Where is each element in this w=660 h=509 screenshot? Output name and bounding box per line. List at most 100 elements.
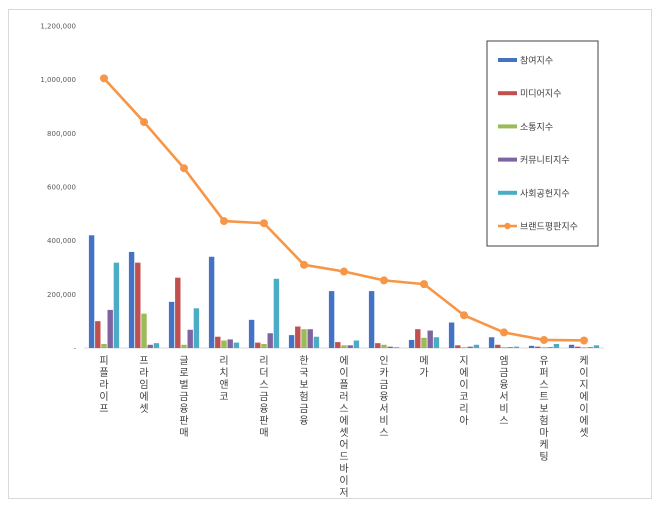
bar-4 bbox=[187, 329, 193, 348]
bar-3 bbox=[461, 347, 467, 348]
bar-1 bbox=[408, 339, 415, 348]
bar-4 bbox=[107, 309, 113, 348]
bar-1 bbox=[528, 345, 535, 348]
bar-2 bbox=[175, 277, 181, 348]
bar-2 bbox=[455, 345, 461, 348]
bar-2 bbox=[255, 342, 261, 348]
bar-5 bbox=[513, 346, 520, 348]
bar-1 bbox=[568, 344, 575, 348]
bar-5 bbox=[593, 345, 600, 348]
bar-2 bbox=[575, 346, 581, 348]
bar-4 bbox=[387, 346, 393, 348]
bar-1 bbox=[288, 335, 295, 348]
bar-4 bbox=[507, 347, 513, 348]
legend-swatch bbox=[498, 58, 517, 62]
bar-5 bbox=[153, 343, 160, 348]
bar-1 bbox=[448, 322, 455, 348]
bar-4 bbox=[227, 339, 233, 348]
y-tick-label: 1,000,000 bbox=[40, 76, 76, 84]
bar-1 bbox=[168, 301, 175, 348]
bar-1 bbox=[328, 291, 335, 348]
bar-1 bbox=[248, 319, 255, 348]
bar-5 bbox=[393, 347, 400, 348]
bar-2 bbox=[295, 326, 301, 348]
bar-4 bbox=[467, 346, 473, 348]
bar-3 bbox=[581, 347, 587, 348]
bar-1 bbox=[208, 256, 215, 348]
bar-3 bbox=[181, 344, 187, 348]
brand-index-point bbox=[140, 118, 148, 127]
bar-2 bbox=[95, 321, 101, 348]
legend-swatch bbox=[498, 157, 517, 162]
legend-label: 커뮤니티지수 bbox=[520, 155, 570, 166]
bar-2 bbox=[375, 343, 381, 348]
brand-index-point bbox=[220, 217, 228, 226]
bar-3 bbox=[421, 337, 427, 348]
y-tick-label: 1,200,000 bbox=[40, 23, 76, 31]
bar-1 bbox=[488, 337, 495, 348]
legend-label: 브랜드평판지수 bbox=[520, 222, 578, 233]
brand-index-point bbox=[460, 311, 468, 320]
brand-index-point bbox=[340, 267, 348, 276]
legend-swatch bbox=[498, 91, 517, 96]
bar-2 bbox=[415, 329, 421, 348]
bar-5 bbox=[113, 262, 120, 348]
bar-4 bbox=[347, 345, 353, 348]
bar-1 bbox=[368, 291, 375, 348]
legend-label: 참여지수 bbox=[520, 55, 553, 67]
brand-index-point bbox=[540, 335, 548, 344]
legend-label: 미디어지수 bbox=[520, 89, 561, 100]
bar-5 bbox=[193, 308, 200, 348]
bar-4 bbox=[267, 333, 273, 348]
bar-3 bbox=[381, 344, 387, 348]
bar-5 bbox=[553, 343, 560, 348]
legend-swatch-marker bbox=[504, 222, 511, 230]
bar-4 bbox=[547, 347, 553, 348]
brand-index-point bbox=[260, 219, 268, 228]
brand-index-point bbox=[100, 74, 108, 83]
bar-2 bbox=[135, 262, 141, 348]
legend-swatch bbox=[498, 124, 517, 129]
legend-label: 사회공헌지수 bbox=[520, 188, 570, 199]
bar-4 bbox=[147, 344, 153, 348]
y-tick-label: - bbox=[73, 345, 76, 353]
y-tick-label: 800,000 bbox=[47, 130, 76, 138]
legend-box bbox=[486, 40, 599, 247]
bar-3 bbox=[341, 345, 347, 348]
bar-3 bbox=[261, 343, 267, 348]
bar-5 bbox=[313, 336, 320, 348]
legend-swatch bbox=[498, 190, 517, 195]
bar-3 bbox=[141, 313, 147, 348]
brand-index-point bbox=[500, 328, 508, 337]
bar-3 bbox=[501, 347, 507, 348]
bar-4 bbox=[427, 330, 433, 348]
bar-5 bbox=[473, 344, 480, 348]
y-tick-label: 200,000 bbox=[47, 291, 76, 299]
bar-3 bbox=[541, 347, 547, 348]
bar-2 bbox=[495, 344, 501, 348]
bar-2 bbox=[335, 342, 341, 348]
bar-5 bbox=[273, 278, 280, 348]
brand-index-point bbox=[180, 164, 188, 173]
y-tick-label: 600,000 bbox=[47, 184, 76, 192]
brand-index-point bbox=[420, 280, 428, 289]
bar-2 bbox=[535, 346, 541, 348]
bar-5 bbox=[233, 342, 240, 348]
bar-4 bbox=[587, 347, 593, 348]
bar-4 bbox=[307, 329, 313, 348]
bar-1 bbox=[128, 251, 135, 348]
legend-label: 소통지수 bbox=[520, 122, 553, 133]
brand-index-point bbox=[380, 276, 388, 285]
